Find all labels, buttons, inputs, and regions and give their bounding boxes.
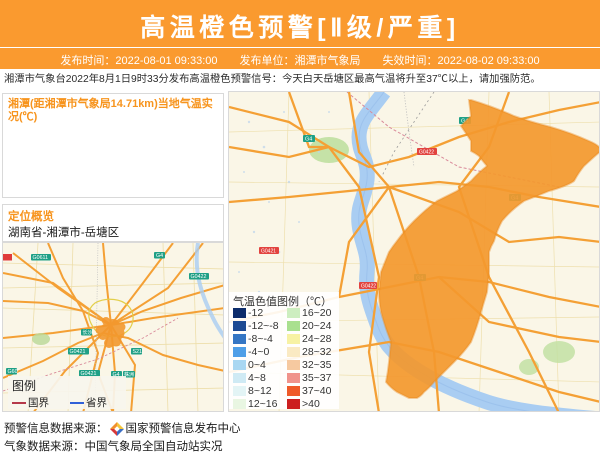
svg-text:G0421: G0421: [70, 349, 86, 355]
svg-text:G60: G60: [8, 369, 18, 375]
svg-text:G0422: G0422: [191, 274, 207, 280]
svg-text:G4: G4: [305, 137, 312, 143]
svg-text:S21: S21: [133, 349, 142, 355]
svg-text:G4: G4: [156, 253, 163, 259]
svg-text:G0611: G0611: [33, 255, 49, 261]
svg-text:G0422: G0422: [419, 150, 434, 156]
svg-text:G0421: G0421: [261, 249, 276, 255]
svg-text:长沙: 长沙: [83, 329, 93, 336]
svg-text:G0422: G0422: [361, 284, 376, 290]
